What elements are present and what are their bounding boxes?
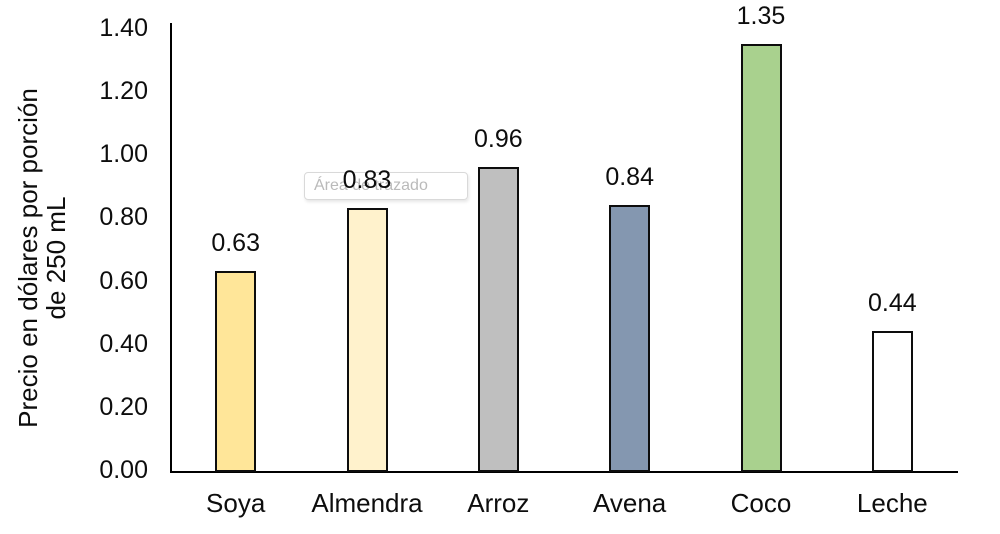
plot-area-tooltip: Área de trazado <box>304 172 468 200</box>
value-label-coco: 1.35 <box>736 1 786 30</box>
x-axis-line <box>170 471 958 473</box>
category-label-almendra: Almendra <box>311 488 423 518</box>
category-label-leche: Leche <box>856 488 928 518</box>
value-label-almendra: 0.83 <box>342 165 392 194</box>
value-label-avena: 0.84 <box>605 162 654 191</box>
y-tick-label: 0.60 <box>99 266 148 295</box>
y-tick-label: 0.80 <box>99 203 148 232</box>
y-tick-label: 0.00 <box>99 456 148 484</box>
value-label-arroz: 0.96 <box>473 124 523 153</box>
y-tick-label: 1.00 <box>99 140 148 169</box>
y-tick-label: 0.40 <box>99 329 148 358</box>
bar-avena[interactable] <box>609 204 651 472</box>
category-label-arroz: Arroz <box>467 488 530 518</box>
category-label-soya: Soya <box>206 488 266 518</box>
category-label-coco: Coco <box>730 488 792 518</box>
bar-leche[interactable] <box>871 331 913 472</box>
y-axis-line <box>170 23 172 473</box>
y-tick-label: 1.40 <box>99 14 148 42</box>
y-axis-title-line-1: Precio en dólares por porción <box>13 88 43 428</box>
bar-soya[interactable] <box>215 271 257 472</box>
bar-arroz[interactable] <box>477 166 519 472</box>
category-label-avena: Avena <box>593 488 667 518</box>
value-label-leche: 0.44 <box>867 289 917 318</box>
bar-coco[interactable] <box>740 43 782 472</box>
y-tick-label: 1.20 <box>99 77 148 106</box>
y-tick-label: 0.20 <box>99 392 148 421</box>
bar-almendra[interactable] <box>346 207 388 472</box>
value-label-soya: 0.63 <box>211 229 260 258</box>
